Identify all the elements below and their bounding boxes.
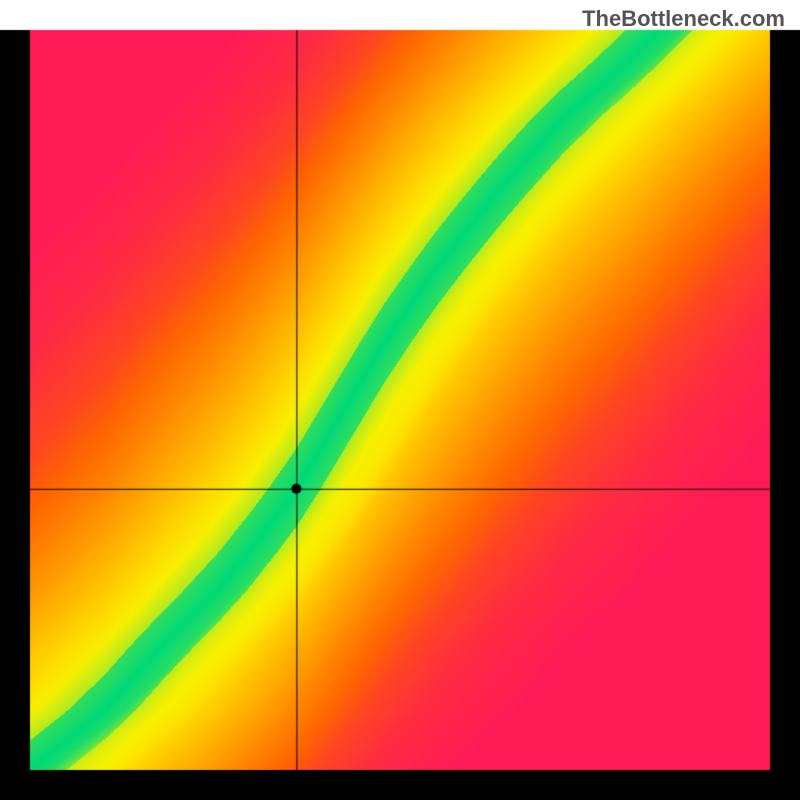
watermark-text: TheBottleneck.com — [582, 6, 785, 32]
bottleneck-heatmap — [0, 0, 800, 800]
